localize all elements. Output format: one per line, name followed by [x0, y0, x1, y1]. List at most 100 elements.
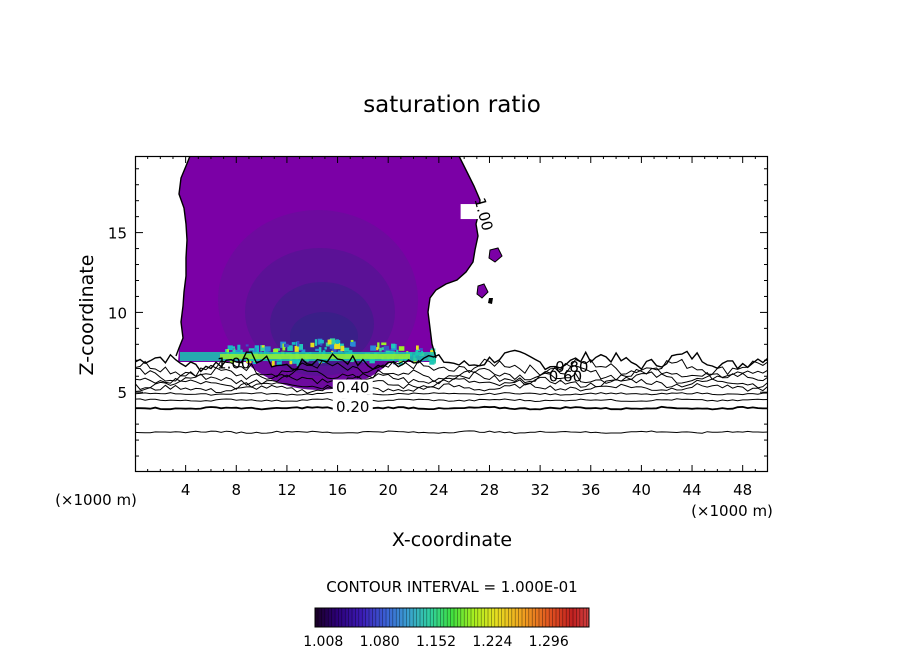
blob-3 [488, 298, 493, 304]
speckle [383, 345, 390, 352]
speckle [273, 348, 279, 354]
speckle [226, 349, 229, 355]
speckle [296, 359, 301, 366]
speckle [429, 359, 435, 365]
speckle [381, 342, 387, 346]
speckle [331, 348, 337, 354]
colorbar-stripes [317, 608, 587, 627]
speckle [292, 359, 299, 364]
speckle [254, 347, 257, 353]
contour-label-bg [460, 204, 501, 220]
speckle [282, 343, 286, 351]
speckle [294, 345, 299, 352]
speckle [370, 345, 377, 351]
contour-line [135, 371, 768, 386]
contour-label-bg [332, 398, 373, 414]
speckle [419, 347, 423, 351]
contour-line [135, 358, 768, 378]
speckle [389, 349, 395, 353]
speckle [329, 342, 336, 349]
speckle [376, 347, 379, 351]
speckle [334, 343, 340, 350]
x-tick-label: 16 [328, 481, 347, 499]
plot-area [135, 156, 768, 435]
speckle [276, 358, 282, 366]
speckle [327, 339, 332, 345]
speckle [301, 349, 306, 353]
speckle [379, 347, 382, 352]
speckle [289, 359, 293, 365]
speckle [232, 346, 235, 349]
contour-line [135, 382, 768, 394]
x-tick-label: 36 [581, 481, 600, 499]
speckle [415, 345, 419, 350]
speckle [314, 339, 318, 346]
colorbar-tick-label: 1.008 [303, 634, 343, 650]
speckle [283, 343, 289, 347]
speckle [351, 341, 356, 347]
contour-label: 0.80 [555, 358, 588, 376]
y-tick-label: 15 [108, 225, 127, 243]
colorbar-labels: 1.008 1.080 1.152 1.224 1.296 [303, 634, 569, 650]
colorbar-tick-label: 1.296 [529, 634, 569, 650]
speckle [335, 339, 339, 344]
cloud-base-band-lime [220, 354, 410, 359]
speckle [271, 360, 275, 367]
speckle [298, 344, 303, 350]
speckle [227, 345, 233, 351]
speckle [396, 349, 399, 354]
contour-line [135, 405, 768, 411]
blob-1 [488, 247, 503, 263]
speckle [297, 340, 300, 347]
contour-label-bg [332, 379, 373, 395]
contour-line [135, 376, 768, 391]
speckle [245, 344, 249, 347]
x-axis-label: X-coordinate [392, 529, 512, 551]
contour-line [135, 365, 768, 383]
speckle [337, 350, 343, 353]
x-tick-label: 28 [480, 481, 499, 499]
speckle [329, 338, 336, 345]
speckle [391, 343, 396, 349]
x-tick-label: 12 [277, 481, 296, 499]
speckle [398, 346, 405, 351]
speckle [350, 339, 354, 342]
contour-label: 0.20 [336, 398, 369, 416]
x-tick-label: 32 [531, 481, 550, 499]
contour-line [135, 430, 768, 435]
colorbar-tick-label: 1.080 [360, 634, 400, 650]
contour-interval-note: CONTOUR INTERVAL = 1.000E-01 [326, 578, 577, 596]
speckle [318, 347, 322, 354]
y-tick-label: 10 [108, 304, 127, 322]
speckle [260, 345, 265, 352]
speckle [261, 345, 265, 348]
speckle [265, 346, 271, 352]
blob-2 [476, 283, 489, 299]
speckle [310, 342, 315, 348]
contour-label: 1.00 [217, 355, 250, 373]
speckle [315, 348, 320, 351]
y-axis-label: Z-coordinate [76, 255, 98, 376]
colorbar-tick-label: 1.224 [472, 634, 512, 650]
contour-lines [135, 349, 768, 435]
x-tick-label: 44 [682, 481, 701, 499]
speckle [291, 342, 296, 345]
y-tick-label: 5 [117, 384, 127, 402]
speckle [287, 345, 293, 351]
speckle [350, 342, 354, 347]
contour-label: 0.60 [549, 367, 582, 385]
contour-label: 0.40 [336, 379, 369, 397]
speckle [340, 345, 345, 352]
x-tick-label: 4 [181, 481, 191, 499]
x-tick-label: 20 [379, 481, 398, 499]
speckle [324, 347, 327, 350]
speckle [343, 347, 350, 352]
contour-line [135, 398, 768, 403]
x-tick-label: 40 [632, 481, 651, 499]
x-unit-right: (×1000 m) [691, 502, 773, 520]
x-tick-label: 8 [232, 481, 242, 499]
chart-title: saturation ratio [363, 92, 541, 118]
colorbar-tick-label: 1.152 [416, 634, 456, 650]
speckle [239, 349, 243, 355]
